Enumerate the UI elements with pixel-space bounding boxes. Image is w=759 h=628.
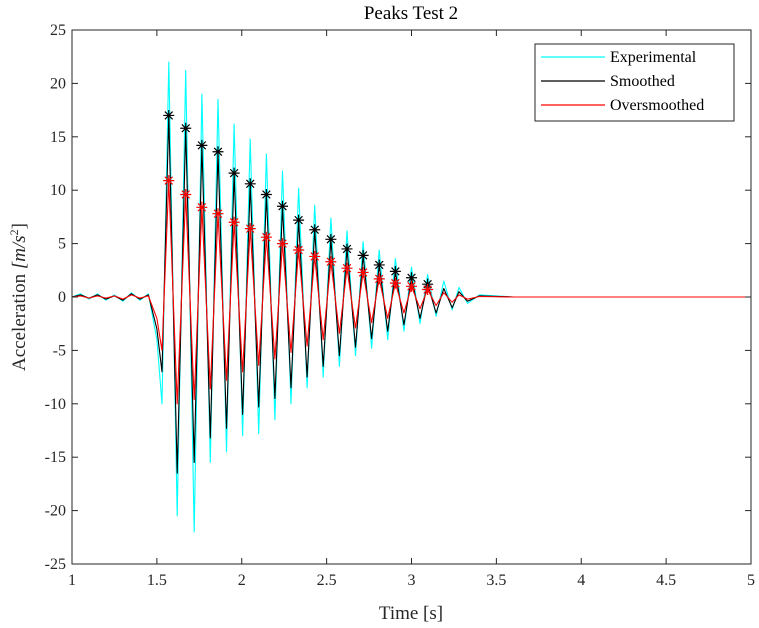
series-layer bbox=[71, 61, 751, 533]
y-axis-label-unit: [m/s bbox=[9, 235, 30, 269]
x-tick-label: 2 bbox=[238, 572, 246, 589]
series-line-oversmoothed bbox=[71, 180, 751, 405]
legend-label-oversmoothed: Oversmoothed bbox=[610, 97, 704, 114]
peak-marker-smoothed-peaks bbox=[228, 167, 240, 179]
peak-marker-smoothed-peaks bbox=[196, 139, 208, 151]
peak-marker-smoothed-peaks bbox=[341, 243, 353, 255]
y-axis-label-prefix: Acceleration bbox=[9, 269, 30, 371]
y-tick-label: -10 bbox=[45, 396, 66, 413]
x-axis-label: Time [s] bbox=[379, 603, 443, 624]
series-line-experimental bbox=[71, 61, 751, 533]
peak-marker-oversmoothed-peaks bbox=[293, 244, 305, 256]
y-tick-label: 20 bbox=[50, 75, 66, 92]
legend-label-experimental: Experimental bbox=[610, 49, 697, 66]
x-axis: 1 1.5 2 2.5 3 3.5 4 4.5 5 bbox=[68, 30, 755, 589]
peak-marker-oversmoothed-peaks bbox=[406, 280, 417, 292]
y-tick-label: 25 bbox=[50, 22, 66, 39]
peak-marker-oversmoothed-peaks bbox=[373, 273, 385, 285]
y-tick-label: 10 bbox=[50, 182, 66, 199]
peak-marker-smoothed-peaks bbox=[373, 259, 385, 271]
y-axis: 25 20 15 10 5 0 -5 -10 -15 -20 -25 bbox=[45, 22, 751, 573]
series-line-smoothed bbox=[71, 114, 751, 474]
peak-marker-smoothed-peaks bbox=[180, 122, 192, 134]
x-tick-label: 1.5 bbox=[147, 572, 167, 589]
peak-marker-oversmoothed-peaks bbox=[276, 238, 288, 250]
peak-marker-smoothed-peaks bbox=[389, 265, 401, 277]
peak-marker-smoothed-peaks bbox=[244, 178, 256, 190]
legend: Experimental Smoothed Oversmoothed bbox=[534, 43, 735, 122]
peak-marker-oversmoothed-peaks bbox=[389, 277, 401, 289]
peak-marker-smoothed-peaks bbox=[163, 109, 175, 121]
x-tick-label: 4 bbox=[577, 572, 585, 589]
chart-title: Peaks Test 2 bbox=[364, 3, 458, 24]
x-tick-label: 3.5 bbox=[486, 572, 506, 589]
peak-marker-oversmoothed-peaks bbox=[163, 175, 175, 187]
y-tick-label: -20 bbox=[45, 503, 66, 520]
peak-marker-smoothed-peaks bbox=[357, 249, 369, 261]
legend-label-smoothed: Smoothed bbox=[610, 73, 675, 90]
peak-marker-smoothed-peaks bbox=[212, 146, 224, 158]
peak-marker-smoothed-peaks bbox=[260, 188, 272, 200]
y-tick-label: 5 bbox=[58, 236, 66, 253]
peak-marker-oversmoothed-peaks bbox=[228, 216, 240, 228]
peak-marker-smoothed-peaks bbox=[309, 224, 321, 236]
y-tick-label: -5 bbox=[53, 342, 66, 359]
y-tick-label: 0 bbox=[58, 289, 66, 306]
y-tick-label: -15 bbox=[45, 449, 66, 466]
peak-marker-oversmoothed-peaks bbox=[357, 266, 369, 278]
y-tick-label: 15 bbox=[50, 129, 66, 146]
marker-layer bbox=[163, 109, 434, 296]
peak-marker-oversmoothed-peaks bbox=[196, 201, 208, 213]
y-axis-label-close: ] bbox=[9, 223, 30, 229]
x-tick-label: 2.5 bbox=[317, 572, 337, 589]
peak-marker-smoothed-peaks bbox=[293, 214, 305, 226]
peak-marker-oversmoothed-peaks bbox=[244, 223, 256, 235]
peak-marker-oversmoothed-peaks bbox=[180, 188, 192, 200]
x-tick-label: 1 bbox=[68, 572, 76, 589]
y-axis-label-exponent: 2 bbox=[7, 229, 21, 235]
y-axis-label: Acceleration [m/s2] bbox=[7, 223, 30, 371]
y-tick-label: -25 bbox=[45, 556, 66, 573]
peak-marker-oversmoothed-peaks bbox=[260, 231, 272, 243]
peak-marker-oversmoothed-peaks bbox=[422, 284, 434, 296]
peak-marker-smoothed-peaks bbox=[325, 233, 337, 245]
x-tick-label: 4.5 bbox=[656, 572, 676, 589]
peak-marker-oversmoothed-peaks bbox=[325, 256, 337, 268]
peak-marker-oversmoothed-peaks bbox=[309, 250, 321, 262]
x-tick-label: 5 bbox=[747, 572, 755, 589]
peak-marker-smoothed-peaks bbox=[406, 272, 417, 284]
peak-marker-oversmoothed-peaks bbox=[212, 208, 224, 220]
x-tick-label: 3 bbox=[408, 572, 416, 589]
peak-marker-oversmoothed-peaks bbox=[341, 262, 353, 274]
peak-marker-smoothed-peaks bbox=[276, 200, 288, 212]
